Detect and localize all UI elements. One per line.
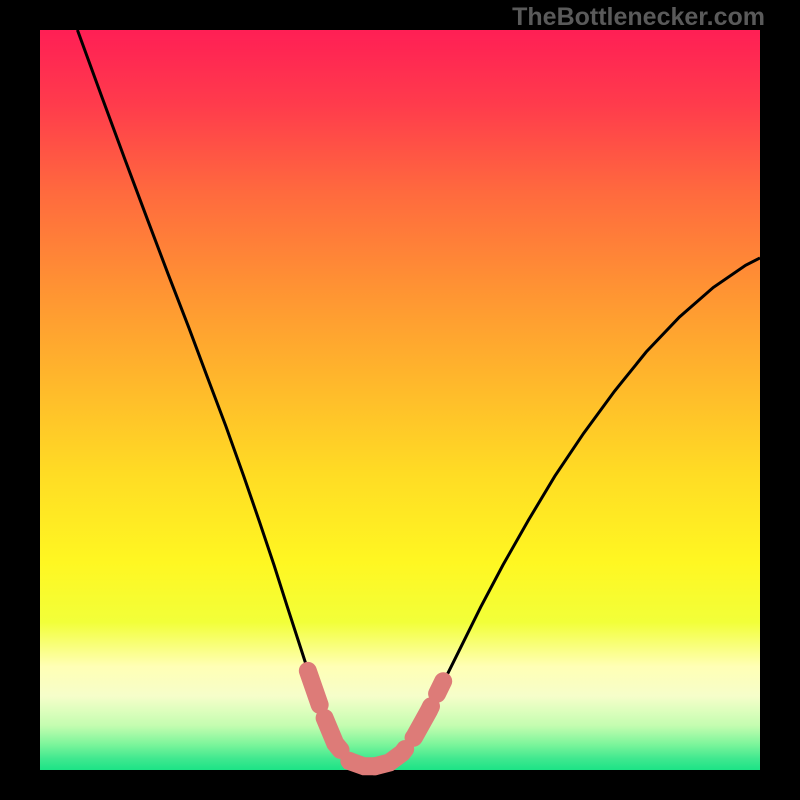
plot-area [40, 30, 760, 770]
chart-svg [0, 0, 800, 800]
chart-stage: TheBottlenecker.com [0, 0, 800, 800]
watermark-text: TheBottlenecker.com [512, 3, 765, 32]
